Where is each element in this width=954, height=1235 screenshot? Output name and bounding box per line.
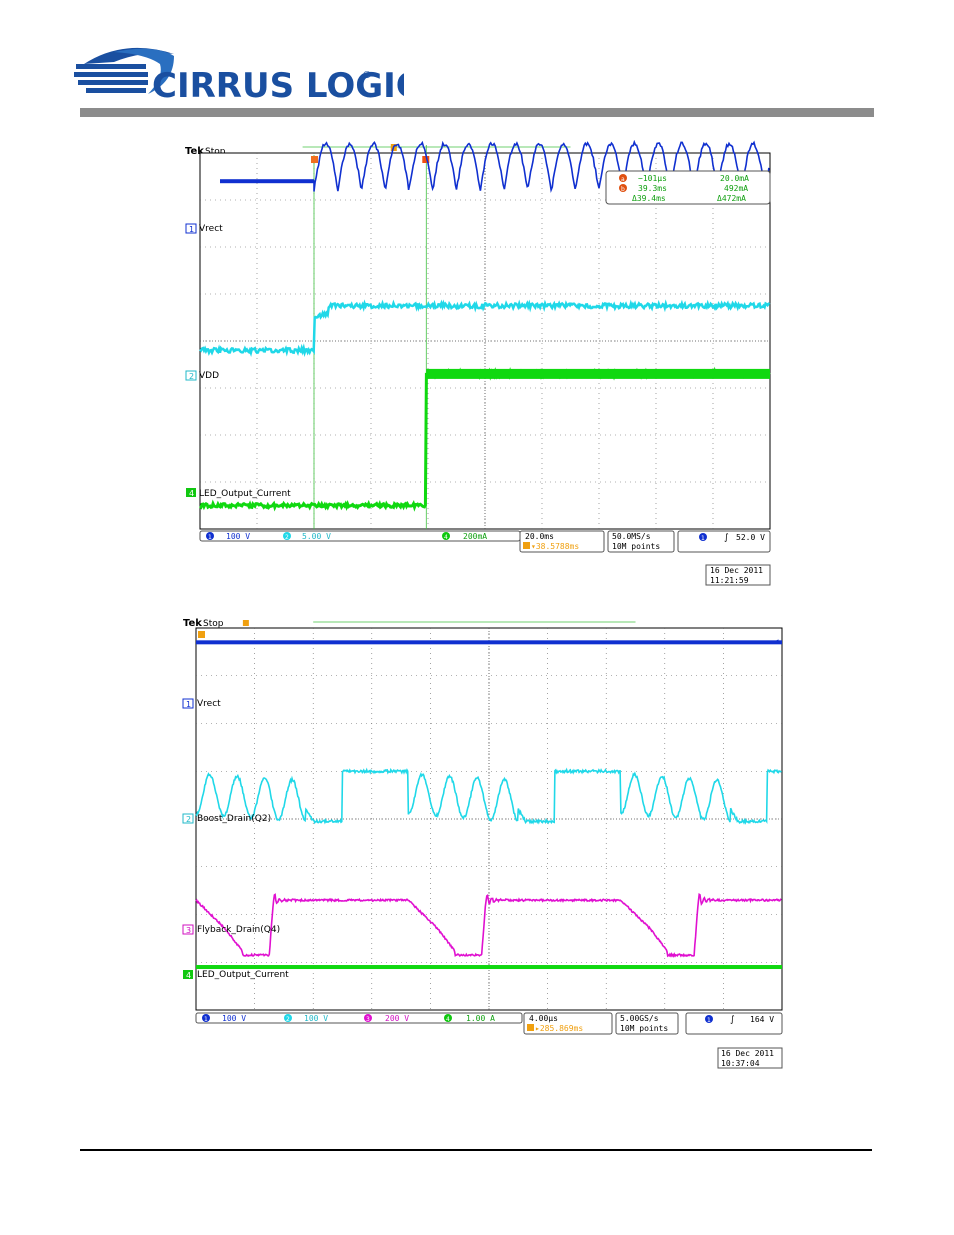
svg-text:16 Dec 2011: 16 Dec 2011: [721, 1049, 774, 1058]
cursor-a-value: 20.0mA: [720, 174, 749, 183]
ch4-label: LED_Output_Current: [199, 489, 291, 499]
svg-text:2: 2: [186, 815, 191, 824]
ch1-marker-2: 1 Vrect: [183, 699, 221, 709]
trace-vrect-flat: [220, 179, 314, 183]
ch2-label-2: Boost_Drain(Q2): [197, 814, 271, 824]
ch4-scale: 200mA: [463, 532, 487, 541]
scope-capture-2: Tek Stop ◂ 1 Vrect 2 Boost_Drain(Q2) 3 F…: [178, 612, 788, 1072]
trigger-slope-icon-2: ∫: [730, 1015, 735, 1025]
svg-text:▸285.869ms: ▸285.869ms: [535, 1024, 583, 1033]
svg-text:10:37:04: 10:37:04: [721, 1059, 760, 1068]
capture-time: 11:21:59: [710, 576, 749, 585]
svg-text:1.00 A: 1.00 A: [466, 1014, 495, 1023]
svg-text:1: 1: [186, 700, 191, 709]
svg-text:4.00µs: 4.00µs: [529, 1014, 558, 1023]
svg-text:2: 2: [286, 1016, 290, 1023]
cursor-b-value: 492mA: [724, 184, 748, 193]
svg-text:1: 1: [208, 534, 212, 541]
svg-text:a: a: [621, 176, 625, 183]
svg-text:100 V: 100 V: [304, 1014, 328, 1023]
trace-vrect-2: [196, 640, 782, 644]
ch2-label: VDD: [199, 371, 219, 381]
status-bar-1: 1 100 V 2 5.00 V 4 200mA 20.0ms ▾38.5788…: [200, 531, 770, 585]
trigger-marker-2: [243, 620, 249, 626]
cursor-delta-value: Δ472mA: [717, 194, 746, 203]
ch2-scale: 5.00 V: [302, 532, 331, 541]
horizontal-scale: 20.0ms: [525, 532, 554, 541]
svg-text:4: 4: [444, 534, 448, 541]
footer-rule: [80, 1149, 872, 1151]
svg-text:2: 2: [285, 534, 289, 541]
trigger-slope-icon: ∫: [724, 533, 729, 543]
svg-text:1: 1: [707, 1017, 711, 1024]
ch1-marker: 1 Vrect: [186, 224, 223, 234]
trace-led-current-2: [196, 965, 782, 969]
record-length: 10M points: [612, 542, 660, 551]
cursor-a-time: −101µs: [638, 174, 667, 183]
ch2-marker-2: 2 Boost_Drain(Q2): [183, 814, 271, 824]
svg-text:4: 4: [446, 1016, 450, 1023]
sample-rate: 50.0MS/s: [612, 532, 651, 541]
ch1-label-2: Vrect: [197, 699, 221, 709]
svg-text:1: 1: [189, 225, 194, 234]
svg-text:b: b: [621, 186, 625, 193]
svg-text:3: 3: [186, 926, 191, 935]
svg-text:2: 2: [189, 372, 194, 381]
status-bar-2: 1 100 V 2 100 V 3 200 V 4 1.00 A 4.00µs …: [196, 1013, 782, 1068]
trigger-point-marker: [198, 631, 205, 638]
ch3-label-2: Flyback_Drain(Q4): [197, 925, 280, 935]
svg-text:5.00GS/s: 5.00GS/s: [620, 1014, 659, 1023]
svg-text:4: 4: [189, 489, 194, 498]
cirrus-logic-logo: CIRRUS LOGIC ®: [74, 42, 404, 104]
cursor-a-marker: [311, 156, 318, 163]
svg-text:3: 3: [366, 1016, 370, 1023]
ch4-marker-2: 4 LED_Output_Current: [183, 970, 289, 980]
scope-capture-1: Tek Stop 1 Vrect 2 VDD 4 LED_Output_Curr…: [180, 140, 780, 590]
trigger-position: ▾38.5788ms: [531, 542, 579, 551]
svg-text:1: 1: [701, 535, 705, 542]
cursor-b-time: 39.3ms: [638, 184, 667, 193]
ch4-marker: 4 LED_Output_Current: [186, 488, 291, 499]
tek-brand-2: Tek: [183, 618, 202, 629]
svg-text:10M points: 10M points: [620, 1024, 668, 1033]
trace-led-band: [426, 369, 770, 379]
svg-text:164 V: 164 V: [750, 1015, 774, 1024]
cursor-readout: a −101µs 20.0mA b 39.3ms 492mA Δ39.4ms Δ…: [606, 171, 770, 204]
svg-text:1: 1: [204, 1016, 208, 1023]
registered-mark: ®: [362, 70, 372, 81]
ch4-label-2: LED_Output_Current: [197, 970, 289, 980]
svg-text:100 V: 100 V: [222, 1014, 246, 1023]
ch2-marker: 2 VDD: [186, 371, 219, 381]
svg-text:200 V: 200 V: [385, 1014, 409, 1023]
capture-date: 16 Dec 2011: [710, 566, 763, 575]
ch1-label: Vrect: [199, 224, 223, 234]
header-bar: [80, 108, 874, 117]
trigger-level: 52.0 V: [736, 533, 765, 542]
cursor-delta-time: Δ39.4ms: [632, 194, 666, 203]
ch3-marker-2: 3 Flyback_Drain(Q4): [183, 925, 280, 935]
logo-graphic: CIRRUS LOGIC ®: [74, 42, 404, 104]
ch1-scale: 100 V: [226, 532, 250, 541]
svg-text:4: 4: [186, 971, 191, 980]
